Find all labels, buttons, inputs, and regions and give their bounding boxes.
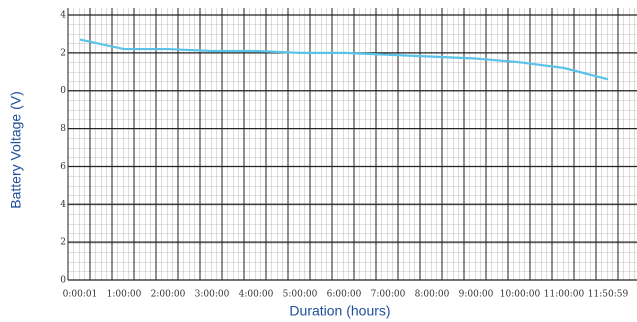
y-tick-labels: 0 0.2 0.4 0.6 0.8 1.0 1.2 1.4 xyxy=(52,11,67,286)
y-tick-label: 1.2 xyxy=(52,48,66,58)
y-axis-title: Battery Voltage (V) xyxy=(8,91,24,209)
y-tick-label: 0.4 xyxy=(52,200,67,210)
x-tick-label: 10:00:00 xyxy=(500,290,541,300)
y-tick-label: 0.8 xyxy=(52,124,67,134)
x-tick-label: 11:00:00 xyxy=(544,290,585,300)
y-tick-label: 0.2 xyxy=(52,238,66,248)
x-tick-label: 7:00:00 xyxy=(371,290,406,300)
data-line xyxy=(79,38,609,81)
x-tick-label: 8:00:00 xyxy=(415,290,450,300)
x-tick-label: 2:00:00 xyxy=(151,290,186,300)
x-tick-label: 0:00:01 xyxy=(63,290,98,300)
x-tick-label: 1:00:00 xyxy=(107,290,142,300)
y-tick-label: 1.0 xyxy=(52,86,67,96)
y-tick-label: 1.4 xyxy=(52,11,67,21)
y-tick-label: 0 xyxy=(60,276,66,286)
y-tick-label: 0.6 xyxy=(52,162,67,172)
x-tick-label: 6:00:00 xyxy=(327,290,362,300)
x-tick-label: 11:50:59 xyxy=(588,290,629,300)
x-tick-label: 4:00:00 xyxy=(239,290,274,300)
x-tick-label: 3:00:00 xyxy=(195,290,230,300)
x-tick-label: 5:00:00 xyxy=(283,290,318,300)
x-axis-title: Duration (hours) xyxy=(289,303,390,319)
x-tick-label: 9:00:00 xyxy=(459,290,494,300)
